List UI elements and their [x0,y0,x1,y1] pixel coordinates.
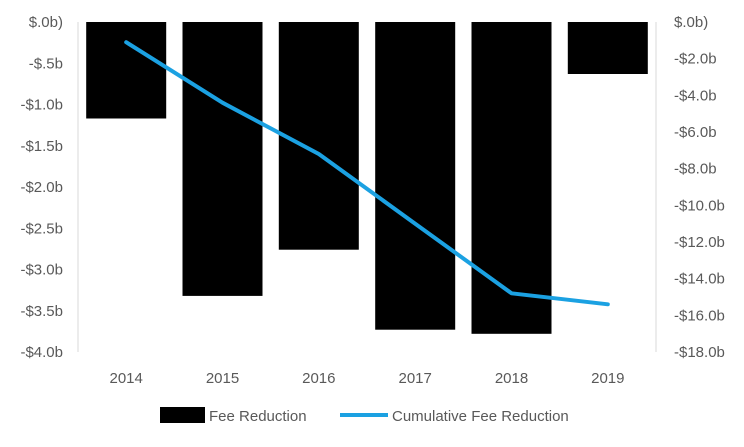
left-tick-label: -$3.0b [20,262,63,279]
bar-fee-reduction-2017 [375,22,456,330]
x-axis-ticks: 2014 2015 2016 2017 2018 2019 [110,370,625,387]
bar-fee-reduction-2015 [182,22,263,296]
right-tick-label: -$4.0b [674,87,717,104]
right-tick-label: -$16.0b [674,307,725,324]
legend: Fee Reduction Cumulative Fee Reduction [160,407,569,425]
line-layer [124,40,610,307]
left-tick-label: -$2.0b [20,179,63,196]
left-tick-label: -$3.5b [20,303,63,320]
right-tick-label: -$10.0b [674,197,725,214]
bars-layer [86,22,648,334]
legend-label-fee-reduction: Fee Reduction [209,408,307,425]
x-tick-label-2016: 2016 [302,370,335,387]
right-tick-label: -$18.0b [674,344,725,361]
right-axis-ticks: $.0b) -$2.0b -$4.0b -$6.0b -$8.0b -$10.0b -$12… [674,14,725,361]
left-tick-label: -$1.5b [20,138,63,155]
left-tick-label: $.0b) [29,14,63,31]
bar-fee-reduction-2016 [278,22,359,250]
axes-layer [77,22,657,352]
x-tick-label-2014: 2014 [110,370,143,387]
x-tick-label-2019: 2019 [591,370,624,387]
left-tick-label: -$4.0b [20,344,63,361]
right-tick-label: -$8.0b [674,161,717,178]
right-tick-label: -$6.0b [674,124,717,141]
bar-fee-reduction-2014 [86,22,167,119]
bar-fee-reduction-2019 [567,22,648,74]
x-tick-label-2018: 2018 [495,370,528,387]
right-tick-label: -$2.0b [674,51,717,68]
legend-swatch-fee-reduction [160,407,205,423]
left-axis-ticks: $.0b) -$.5b -$1.0b -$1.5b -$2.0b -$2.5b -$3.0b… [20,14,63,361]
legend-label-cumulative-fee-reduction: Cumulative Fee Reduction [392,408,569,425]
x-tick-label-2015: 2015 [206,370,239,387]
right-tick-label: -$14.0b [674,271,725,288]
left-tick-label: -$1.0b [20,97,63,114]
line-cumulative-fee-reduction [124,40,610,307]
right-tick-label: $.0b) [674,14,708,31]
bar-fee-reduction-2018 [471,22,552,334]
x-tick-label-2017: 2017 [399,370,432,387]
right-tick-label: -$12.0b [674,234,725,251]
left-tick-label: -$.5b [29,55,63,72]
left-tick-label: -$2.5b [20,220,63,237]
